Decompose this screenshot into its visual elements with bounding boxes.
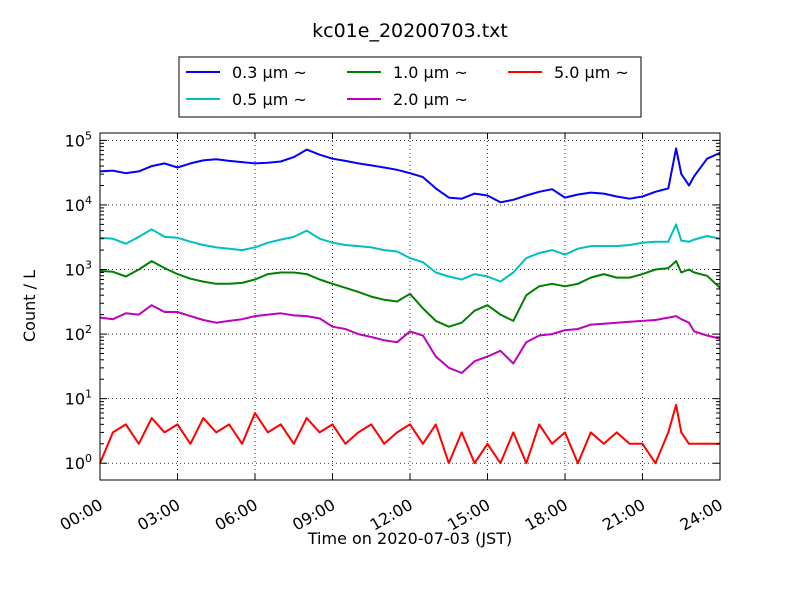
x-axis-label: Time on 2020-07-03 (JST): [307, 529, 512, 548]
series-line: [99, 403, 720, 465]
x-tick-label: 24:00: [677, 495, 726, 535]
legend-label: 0.5 μm ~: [232, 90, 307, 109]
legend: 0.3 μm ~ 0.5 μm ~ 1.0 μm ~ 2.0 μm ~ 5.0 μm ~: [178, 56, 642, 118]
legend-box: [178, 56, 642, 118]
x-tick-label: 21:00: [599, 495, 648, 535]
legend-label: 2.0 μm ~: [393, 90, 468, 109]
y-tick-label: 102: [65, 323, 92, 344]
y-tick-label: 100: [65, 452, 92, 473]
x-tick-label: 03:00: [134, 495, 183, 535]
grid: [100, 133, 720, 480]
legend-label: 5.0 μm ~: [554, 63, 629, 82]
x-tick-label: 06:00: [212, 495, 261, 535]
x-tick-label: 00:00: [57, 495, 106, 535]
series-line: [99, 223, 721, 283]
series-line: [99, 147, 721, 204]
y-tick-label: 101: [65, 388, 92, 409]
y-tick-label: 103: [65, 259, 92, 280]
chart-title: kc01e_20200703.txt: [312, 20, 508, 42]
series-line: [99, 304, 721, 374]
y-tick-label: 105: [65, 129, 92, 150]
ticks: 00:00 03:00 06:00 09:00 12:00 15:00 18:00 21:00…: [57, 129, 726, 534]
y-axis-label: Count / L: [20, 270, 39, 342]
series-line: [99, 260, 721, 328]
legend-label: 1.0 μm ~: [393, 63, 468, 82]
plot-area: [99, 147, 721, 465]
x-tick-label: 18:00: [522, 495, 571, 535]
legend-label: 0.3 μm ~: [232, 63, 307, 82]
y-tick-label: 104: [65, 194, 92, 215]
